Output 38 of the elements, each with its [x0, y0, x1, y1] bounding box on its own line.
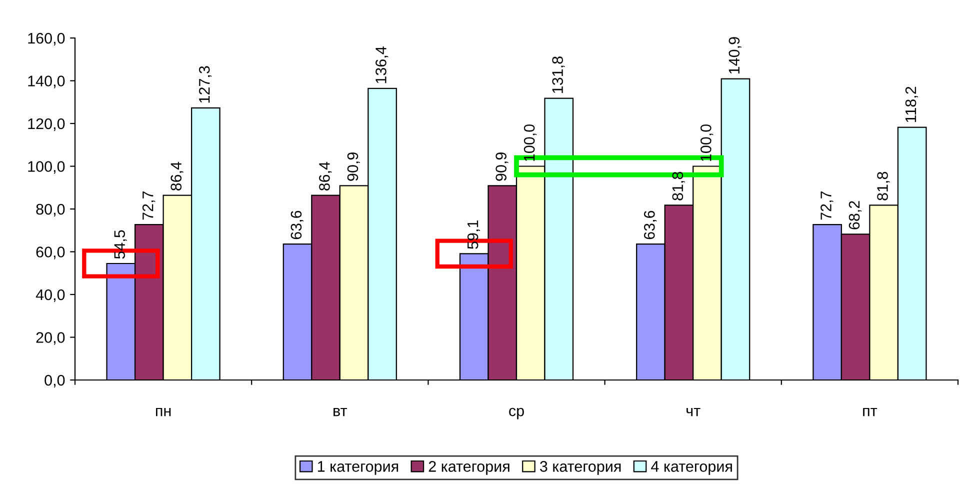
data-label: 118,2: [905, 86, 918, 122]
data-label: 72,7: [820, 191, 834, 220]
data-label: 131,8: [552, 56, 565, 93]
data-label: 136,4: [376, 46, 388, 84]
x-tick-label: вт: [334, 408, 348, 416]
data-label: 100,0: [700, 124, 714, 161]
legend-label: 3 категория: [540, 461, 621, 475]
data-label: 81,8: [672, 172, 685, 200]
y-tick-label: 120,0: [28, 118, 65, 131]
data-label: 90,9: [496, 152, 508, 181]
data-label: 81,8: [877, 172, 890, 200]
data-label: 140,9: [728, 37, 742, 74]
data-label: 63,6: [644, 210, 657, 240]
x-tick-label: ср: [509, 408, 524, 420]
y-tick-label: 20,0: [36, 332, 65, 345]
data-label: 63,6: [290, 210, 304, 240]
legend-label: 1 категория: [318, 461, 398, 475]
data-label: 86,4: [319, 162, 332, 190]
data-label: 100,0: [524, 124, 537, 161]
y-tick-label: 60,0: [36, 246, 65, 260]
data-label: 90,9: [347, 152, 360, 181]
y-tick-label: 140,0: [28, 76, 65, 88]
y-tick-label: 160,0: [28, 32, 65, 46]
x-tick-label: пн: [156, 408, 171, 416]
y-tick-label: 0,0: [44, 374, 65, 388]
data-label: 72,7: [142, 191, 156, 220]
x-tick-label: чт: [686, 408, 700, 416]
data-label: 86,4: [170, 162, 184, 190]
y-tick-label: 40,0: [36, 289, 65, 302]
data-label: 127,3: [198, 66, 212, 103]
legend-label: 2 категория: [428, 461, 510, 475]
y-tick-label: 80,0: [36, 204, 65, 216]
legend-label: 4 категория: [651, 461, 732, 475]
data-label: 68,2: [848, 201, 862, 230]
data-label: 59,1: [467, 220, 480, 249]
x-tick-label: пт: [863, 408, 878, 416]
y-tick-label: 100,0: [28, 161, 65, 174]
data-label: 54,5: [114, 230, 127, 259]
